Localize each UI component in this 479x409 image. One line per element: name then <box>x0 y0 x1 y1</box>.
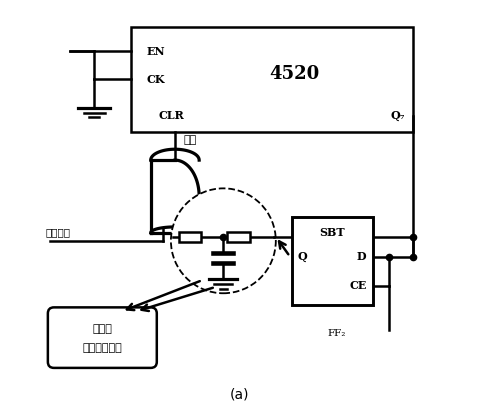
Bar <box>292 217 373 306</box>
Text: EN: EN <box>147 46 165 57</box>
Text: CLR: CLR <box>159 110 184 121</box>
Bar <box>228 232 250 242</box>
Text: 清零: 清零 <box>183 135 196 145</box>
Circle shape <box>171 189 276 293</box>
Text: 4520: 4520 <box>269 65 319 83</box>
Text: CE: CE <box>349 280 366 291</box>
Text: 延迟清零电路: 延迟清零电路 <box>82 343 122 353</box>
Text: FF₂: FF₂ <box>327 329 345 338</box>
Text: Q₇: Q₇ <box>390 110 405 121</box>
Text: SBT: SBT <box>319 227 345 238</box>
Bar <box>131 27 413 132</box>
Text: 外部清零: 外部清零 <box>46 227 71 238</box>
Text: Q: Q <box>298 251 308 262</box>
Text: (a): (a) <box>230 387 249 401</box>
Text: 计数器: 计数器 <box>92 324 112 334</box>
Bar <box>179 232 201 242</box>
FancyBboxPatch shape <box>48 308 157 368</box>
Text: CK: CK <box>147 74 165 85</box>
Text: D: D <box>357 251 366 262</box>
